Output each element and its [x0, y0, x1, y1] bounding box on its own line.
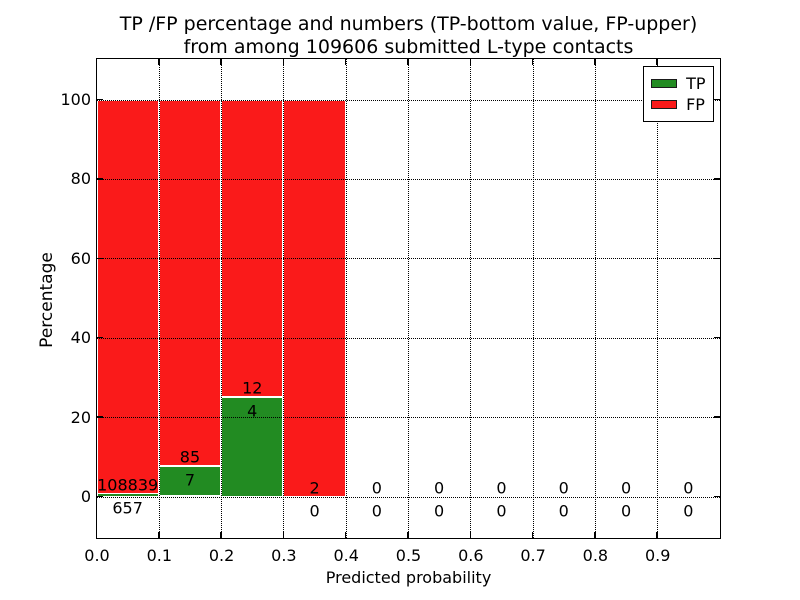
x-tick-mark	[407, 58, 409, 65]
fp-count-label: 0	[371, 478, 382, 497]
bar-tp-segment	[158, 466, 222, 497]
tick-marks-layer	[95, 58, 720, 538]
x-tick-mark	[531, 58, 534, 65]
x-tick-mark	[220, 531, 222, 538]
y-tick-label: 20	[70, 407, 91, 427]
x-axis-label: Predicted probability	[325, 568, 492, 587]
x-tick-mark	[531, 531, 534, 538]
gridline-vertical	[345, 58, 347, 538]
y-tick-mark	[713, 257, 720, 260]
y-tick-mark	[96, 98, 103, 101]
bar-fp-segment	[221, 99, 284, 398]
fp-count-label: 108839	[97, 475, 159, 495]
x-tick-mark	[469, 531, 472, 538]
x-tick-label: 0.3	[271, 546, 297, 565]
chart-title-line2: from among 109606 submitted L-type conta…	[183, 35, 634, 58]
x-tick-label: 0.5	[395, 546, 422, 565]
x-tick-mark	[656, 531, 658, 538]
x-tick-mark	[407, 531, 409, 538]
bar-fp-segment	[96, 99, 159, 495]
gridline-vertical	[408, 58, 409, 538]
legend-entry: TP	[651, 73, 706, 93]
x-tick-label: 0.4	[333, 546, 359, 565]
y-tick-label: 0	[80, 487, 91, 506]
tp-count-label: 0	[620, 501, 632, 520]
x-tick-label: 0.2	[208, 546, 235, 565]
x-tick-label: 0.8	[582, 546, 609, 565]
x-tick-mark	[95, 58, 98, 65]
y-tick-mark	[96, 336, 103, 339]
legend-label: TP	[686, 73, 706, 93]
x-tick-label: 0.1	[146, 546, 173, 565]
y-tick-label: 60	[70, 248, 91, 268]
x-tick-label: 0.0	[84, 546, 110, 565]
x-tick-label: 0.7	[520, 546, 546, 565]
gridline-vertical	[283, 58, 285, 538]
gridline-vertical	[532, 58, 534, 538]
tp-count-label: 0	[309, 501, 320, 520]
fp-count-label: 0	[620, 478, 632, 497]
y-tick-mark	[96, 178, 103, 180]
y-tick-mark	[96, 495, 103, 498]
y-tick-label: 40	[70, 328, 91, 348]
fp-count-label: 0	[496, 478, 507, 497]
gridline-vertical	[594, 58, 596, 538]
x-tick-label: 0.9	[644, 546, 671, 565]
x-tick-mark	[95, 531, 98, 538]
fp-count-label: 0	[558, 478, 569, 497]
x-tick-mark	[220, 58, 222, 65]
x-tick-mark	[158, 531, 160, 538]
grid-layer	[96, 58, 720, 538]
y-tick-mark	[713, 178, 720, 180]
y-tick-mark	[713, 495, 720, 498]
fp-count-label: 2	[309, 478, 320, 497]
y-tick-mark	[713, 336, 720, 339]
x-tick-mark	[158, 58, 160, 65]
fp-legend-swatch	[651, 99, 678, 109]
x-tick-mark	[656, 58, 658, 65]
y-tick-label: 100	[60, 90, 91, 109]
bar-fp-segment	[283, 99, 346, 497]
x-tick-mark	[282, 531, 285, 538]
x-tick-mark	[469, 58, 472, 65]
tp-count-label: 4	[247, 401, 258, 421]
legend-label: FP	[686, 94, 705, 114]
y-tick-label: 80	[70, 169, 91, 189]
legend: TP FP	[643, 65, 714, 122]
gridline-vertical	[158, 58, 160, 538]
tp-count-label: 7	[184, 470, 196, 490]
fp-count-label: 0	[434, 478, 445, 497]
x-tick-label: 0.6	[458, 546, 484, 565]
fp-count-label: 12	[242, 378, 263, 398]
bar-count-labels-layer: 108839 657 85 7 12 4 2 0 0 0 0 0 0 0 0 0 0 0 0 0	[97, 59, 720, 538]
x-tick-mark	[594, 531, 596, 538]
y-tick-mark	[96, 416, 103, 418]
x-tick-mark	[282, 58, 285, 65]
gridline-vertical	[657, 58, 659, 538]
x-tick-mark	[344, 531, 347, 538]
tp-count-label: 0	[434, 501, 445, 520]
chart-title: TP /FP percentage and numbers (TP-bottom…	[97, 13, 720, 58]
tp-legend-swatch	[651, 78, 678, 88]
tp-count-label: 0	[371, 501, 382, 520]
y-tick-mark	[96, 257, 103, 260]
x-tick-mark	[344, 58, 347, 65]
fp-count-label: 85	[179, 447, 201, 467]
tp-count-label: 0	[496, 501, 507, 520]
gridline-vertical	[221, 58, 223, 538]
x-tick-mark	[594, 58, 596, 65]
y-tick-mark	[713, 98, 720, 101]
tp-count-label: 0	[558, 501, 569, 520]
y-tick-mark	[713, 416, 720, 418]
gridline-vertical	[470, 58, 472, 538]
legend-entry: FP	[651, 96, 705, 113]
tp-count-label: 657	[112, 498, 143, 518]
bar-tp-segment	[96, 494, 159, 497]
tp-count-label: 0	[683, 501, 694, 520]
chart-title-line1: TP /FP percentage and numbers (TP-bottom…	[119, 13, 698, 35]
fp-count-label: 0	[683, 478, 694, 497]
plot-area: 108839 657 85 7 12 4 2 0 0 0 0 0 0 0 0 0 0 0 0 0 TP FP	[95, 57, 721, 539]
